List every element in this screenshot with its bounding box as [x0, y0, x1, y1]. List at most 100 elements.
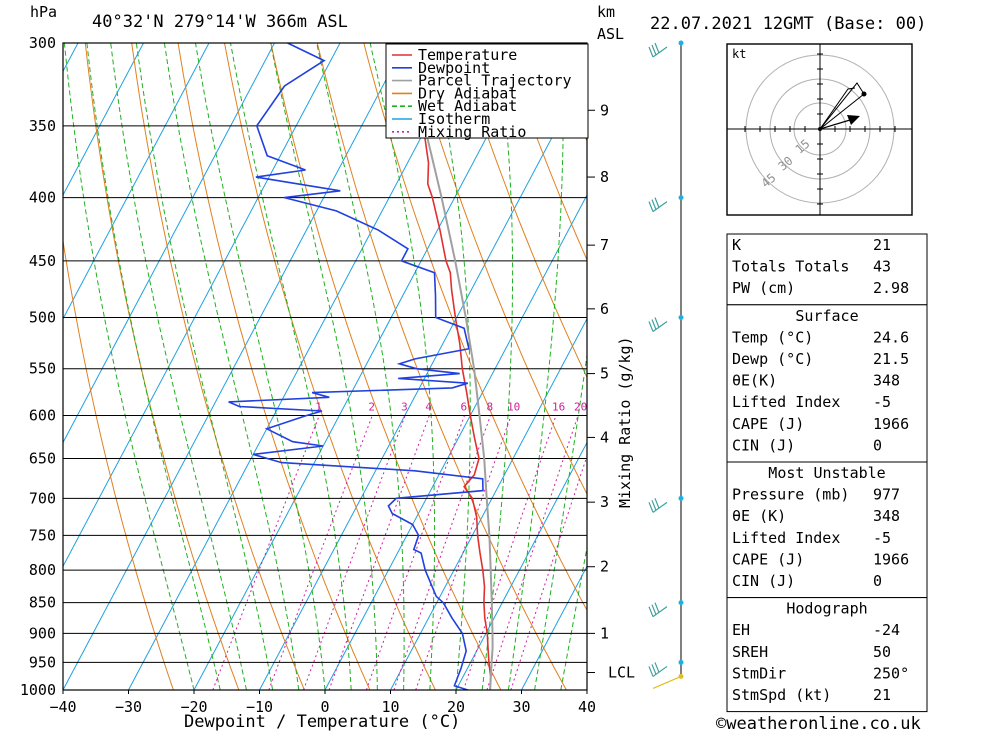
- wind-barb-flag: [651, 500, 657, 511]
- mixing-ratio-line: [486, 415, 579, 690]
- hodograph-index-label: EH: [732, 621, 750, 639]
- isotherm-line: [128, 43, 472, 690]
- hodograph-endpoint: [861, 91, 867, 97]
- hodograph-section-title: Hodograph: [786, 600, 867, 618]
- temp-tick-label: 40: [578, 698, 596, 716]
- dry-adiabat-line: [84, 43, 240, 690]
- height-tick-label: 4: [600, 428, 609, 446]
- hodograph-index-label: StmDir: [732, 664, 786, 682]
- wind-barb-flag: [648, 321, 654, 332]
- storm-motion-arrowhead: [847, 115, 860, 125]
- wind-barb-staff: [652, 321, 668, 332]
- isotherm-line: [63, 43, 275, 444]
- wind-barb-flag: [648, 666, 654, 677]
- mixing-ratio-tick-label: 4: [425, 400, 432, 413]
- surface-index-value: 0: [873, 436, 882, 454]
- dry-adiabat-line: [177, 43, 371, 690]
- isotherm-line: [63, 43, 144, 197]
- surface-index-label: Temp (°C): [732, 328, 813, 346]
- surface-index-label: Lifted Index: [732, 393, 840, 411]
- mixing-ratio-line: [212, 415, 320, 690]
- temperature-series-line: [403, 43, 492, 690]
- pressure-tick-label: 400: [29, 189, 56, 207]
- pressure-tick-label: 450: [29, 252, 56, 270]
- unstable-index-label: θE (K): [732, 507, 786, 525]
- wet-adiabat-line: [163, 43, 300, 690]
- surface-index-value: 24.6: [873, 328, 909, 346]
- wind-barb-staff: [652, 201, 668, 213]
- dry-adiabat-line: [921, 43, 1000, 690]
- temp-tick-label: 10: [381, 698, 399, 716]
- mixing-ratio-axis-label: Mixing Ratio (g/kg): [616, 336, 634, 508]
- height-tick-label: 7: [600, 236, 609, 254]
- wind-barb-staff: [652, 606, 668, 618]
- height-tick-label: 3: [600, 493, 609, 511]
- wind-barbs: [648, 40, 684, 689]
- lcl-label: LCL: [608, 664, 635, 682]
- dry-adiabat-line: [456, 43, 587, 379]
- location-title: 40°32'N 279°14'W 366m ASL: [92, 12, 348, 32]
- hodograph-trace: [819, 87, 856, 130]
- hodograph-index-value: 50: [873, 643, 891, 661]
- wind-barb-flag: [651, 664, 657, 675]
- mixing-ratio-tick-label: 25: [596, 400, 609, 413]
- wind-barb-flag: [651, 44, 657, 56]
- temp-tick-label: 20: [447, 698, 465, 716]
- isotherm-line: [259, 70, 587, 690]
- wind-barb-dot: [678, 659, 684, 665]
- indices-section-box: [726, 304, 928, 463]
- credit-label: ©weatheronline.co.uk: [716, 714, 921, 733]
- wind-barb-flag: [654, 197, 660, 208]
- pressure-tick-label: 700: [29, 489, 56, 507]
- hodograph-index-value: 21: [873, 686, 891, 704]
- wet-adiabat-line: [63, 43, 195, 690]
- wind-barb-dot: [678, 195, 684, 201]
- unstable-index-value: 977: [873, 486, 900, 504]
- height-tick-label: 5: [600, 365, 609, 383]
- temp-tick-label: 0: [320, 698, 329, 716]
- wet-adiabat-line: [135, 43, 274, 690]
- height-tick-label: 6: [600, 300, 609, 318]
- pressure-tick-label: 850: [29, 594, 56, 612]
- unstable-index-label: CIN (J): [732, 572, 795, 590]
- wet-adiabat-line: [86, 43, 221, 690]
- wet-adiabat-line: [369, 43, 436, 690]
- mixing-ratio-tick-label: 1: [315, 400, 322, 413]
- pressure-tick-label: 550: [29, 360, 56, 378]
- temp-tick-label: −20: [180, 698, 207, 716]
- pressure-tick-label: 500: [29, 309, 56, 327]
- temp-tick-label: −10: [246, 698, 273, 716]
- pressure-tick-label: 950: [29, 653, 56, 671]
- wind-barb-flag: [651, 604, 657, 615]
- indices-section-box: [726, 233, 928, 306]
- legend-label: Mixing Ratio: [418, 123, 526, 141]
- hodograph-trace: [819, 82, 865, 130]
- mixing-ratio-line: [365, 415, 465, 690]
- isotherm-line: [324, 193, 587, 690]
- asl-unit-label: ASL: [597, 25, 624, 43]
- mixing-ratio-tick-label: 2: [368, 400, 375, 413]
- surface-index-label: CAPE (J): [732, 415, 804, 433]
- isotherm-line: [193, 43, 537, 690]
- surface-index-label: θE(K): [732, 372, 777, 390]
- legend-label: Dewpoint: [418, 59, 490, 77]
- dewpoint-series-line: [228, 43, 484, 690]
- height-tick-label: 8: [600, 168, 609, 186]
- wet-adiabat-line: [560, 544, 587, 690]
- unstable-index-label: CAPE (J): [732, 550, 804, 568]
- surface-index-label: Dewp (°C): [732, 350, 813, 368]
- skewt-plot-area: 1 2 3 4 6 8 10 16 20 25: [63, 43, 1000, 690]
- unstable-index-label: Pressure (mb): [732, 486, 849, 504]
- general-index-value: 21: [873, 236, 891, 254]
- wet-adiabat-line: [110, 43, 247, 690]
- unstable-index-value: 348: [873, 507, 900, 525]
- pressure-tick-label: 650: [29, 450, 56, 468]
- surface-index-label: CIN (J): [732, 436, 795, 454]
- indices-table: K 21 Totals Totals 43 PW (cm) 2.98 Surface Temp…: [726, 233, 928, 713]
- temp-tick-label: −30: [115, 698, 142, 716]
- hodograph-index-label: SREH: [732, 643, 768, 661]
- mixing-ratio-tick-label: 3: [401, 400, 408, 413]
- wet-adiabat-line: [230, 43, 352, 690]
